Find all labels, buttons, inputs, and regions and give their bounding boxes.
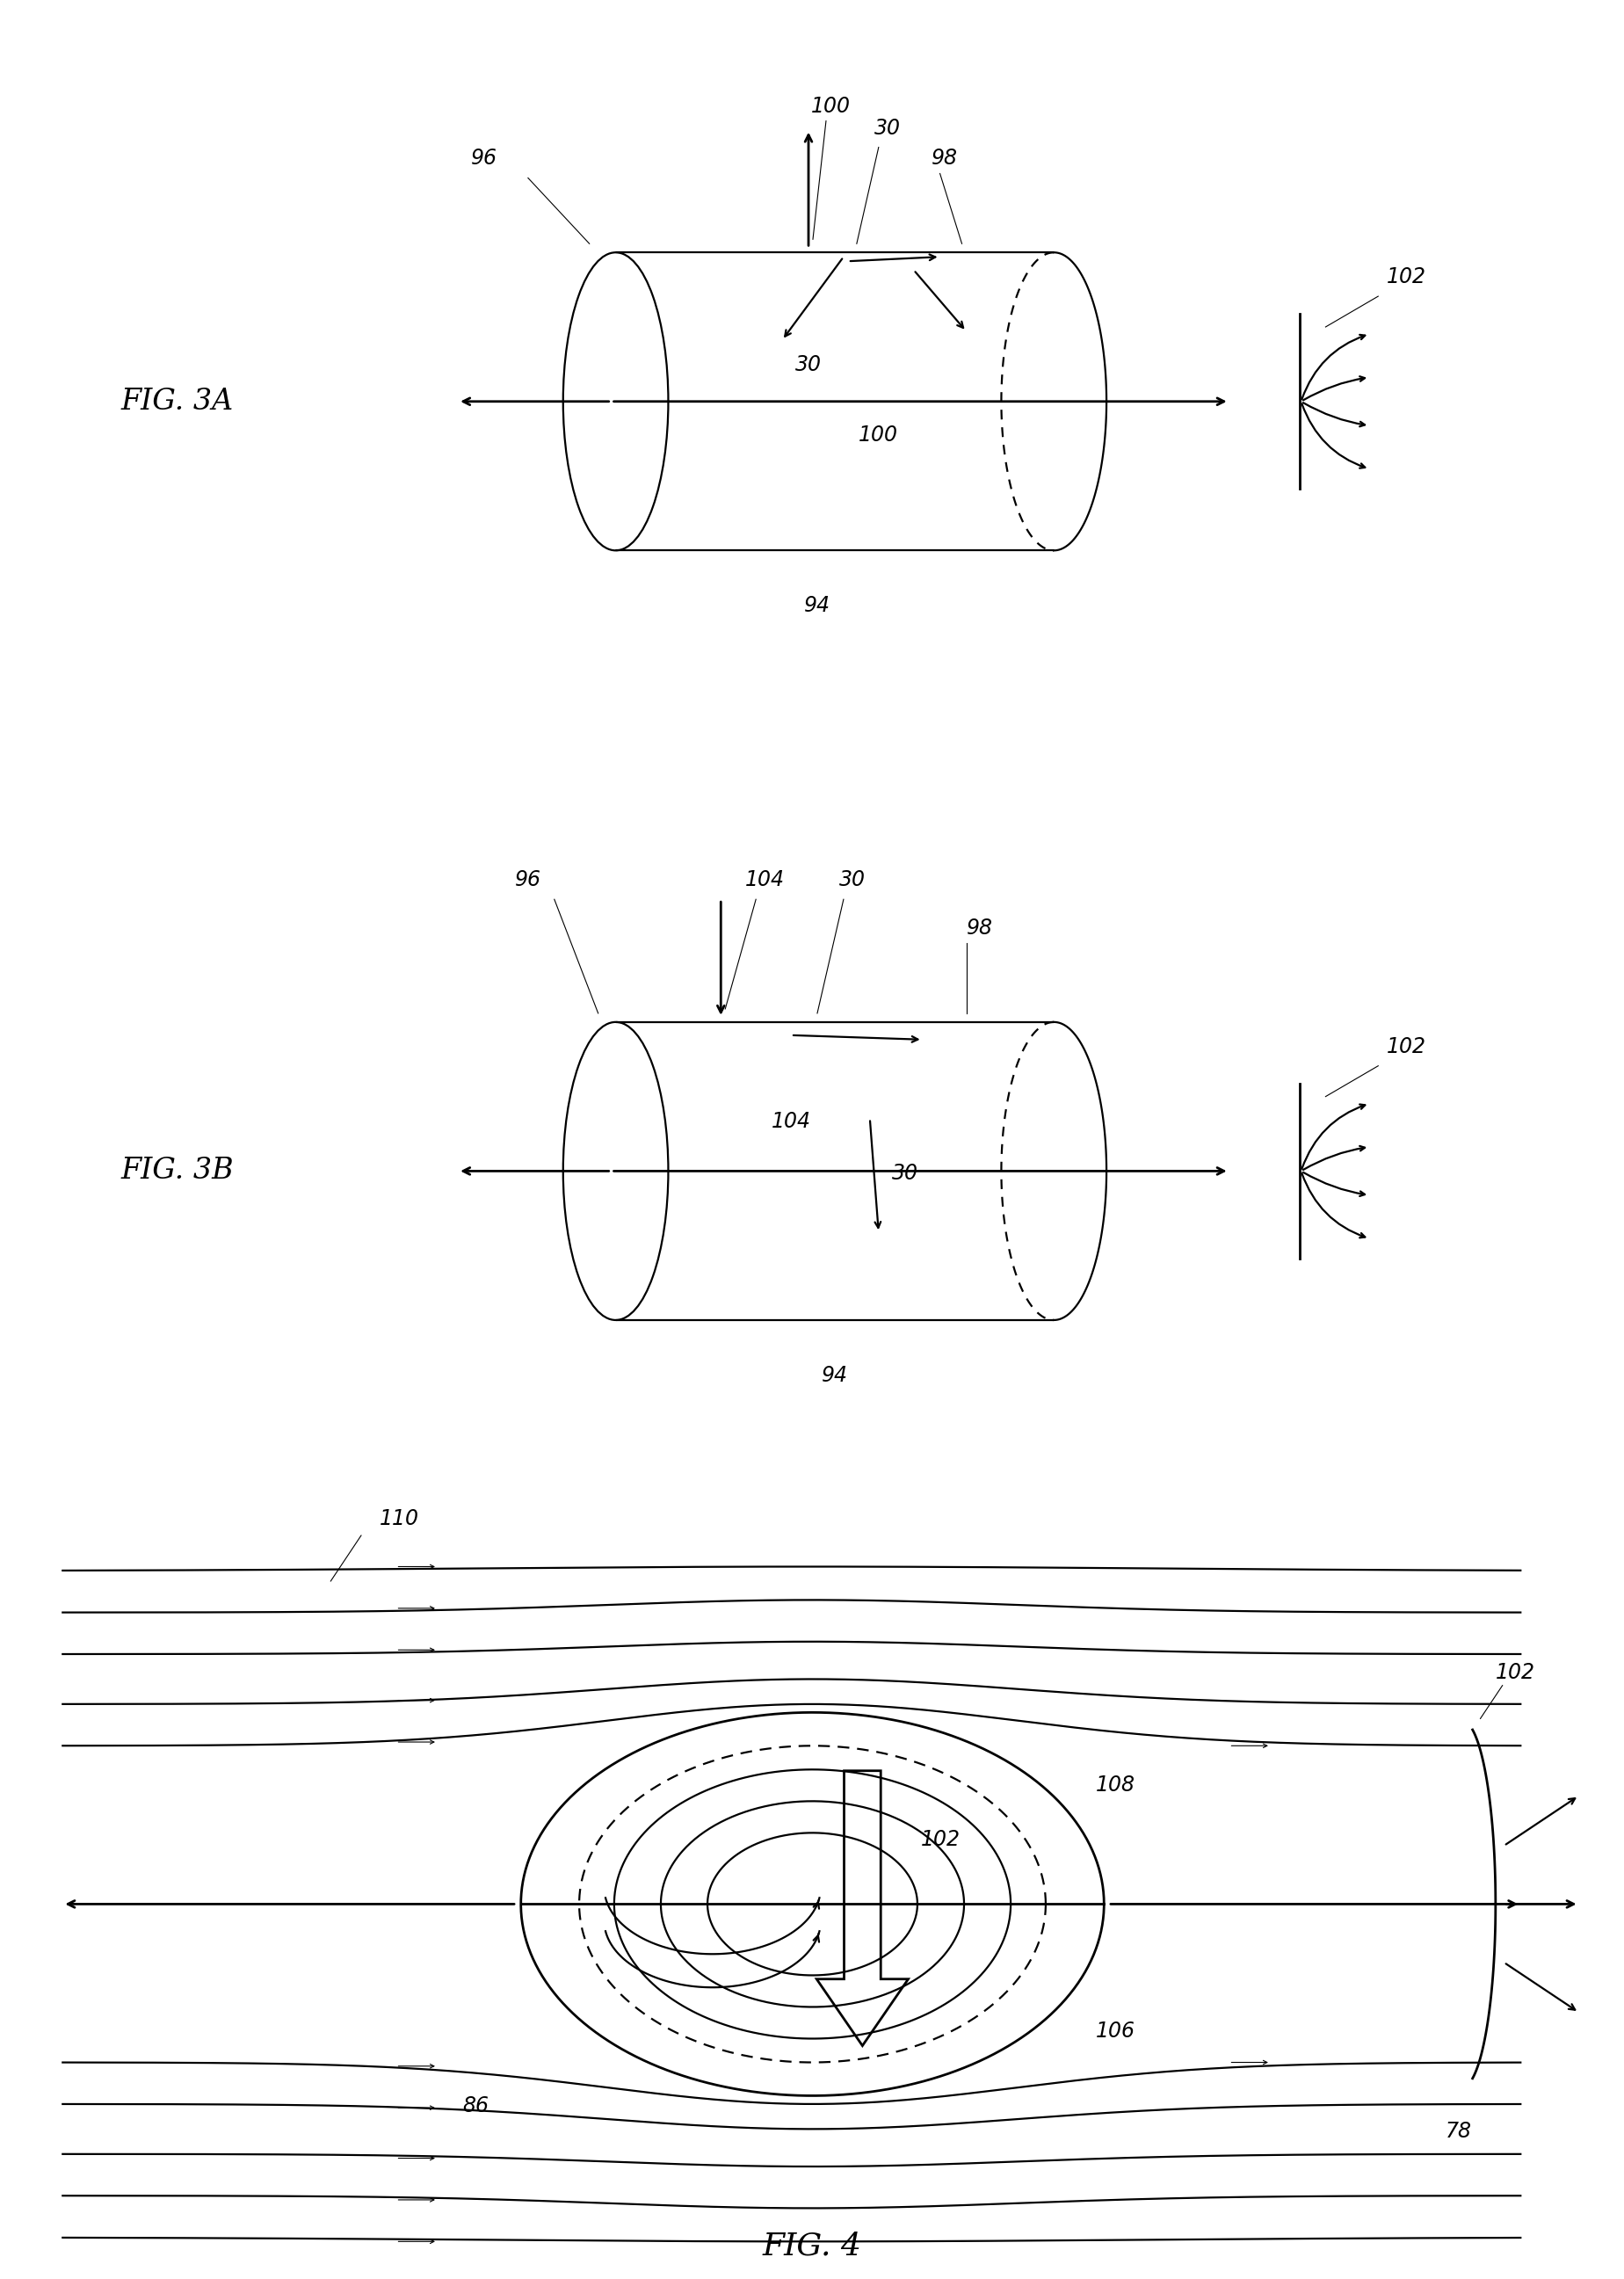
Text: 110: 110 xyxy=(378,1509,419,1529)
Text: 104: 104 xyxy=(744,871,784,891)
Text: 30: 30 xyxy=(874,119,900,139)
Text: 102: 102 xyxy=(1387,267,1426,287)
Text: FIG. 4: FIG. 4 xyxy=(762,2231,862,2261)
Text: 104: 104 xyxy=(771,1110,810,1133)
Text: 102: 102 xyxy=(1494,1661,1535,1684)
Text: 102: 102 xyxy=(921,1830,960,1851)
Text: 102: 102 xyxy=(1387,1037,1426,1057)
Text: 98: 98 xyxy=(931,148,957,169)
Text: 96: 96 xyxy=(471,148,497,169)
Text: 100: 100 xyxy=(859,424,898,444)
Text: 98: 98 xyxy=(966,918,992,939)
Text: 108: 108 xyxy=(1095,1775,1135,1796)
Text: 78: 78 xyxy=(1445,2122,1471,2142)
Text: 30: 30 xyxy=(794,353,822,376)
Polygon shape xyxy=(817,1771,908,2047)
Text: 94: 94 xyxy=(804,595,830,615)
Text: 100: 100 xyxy=(810,96,849,116)
Text: 30: 30 xyxy=(892,1162,918,1185)
Text: FIG. 3A: FIG. 3A xyxy=(122,387,234,415)
Text: 94: 94 xyxy=(822,1365,848,1386)
Text: 86: 86 xyxy=(463,2097,489,2117)
Text: 30: 30 xyxy=(838,871,866,891)
Text: 96: 96 xyxy=(515,871,541,891)
Text: FIG. 3B: FIG. 3B xyxy=(120,1158,234,1185)
Text: 106: 106 xyxy=(1095,2021,1135,2042)
